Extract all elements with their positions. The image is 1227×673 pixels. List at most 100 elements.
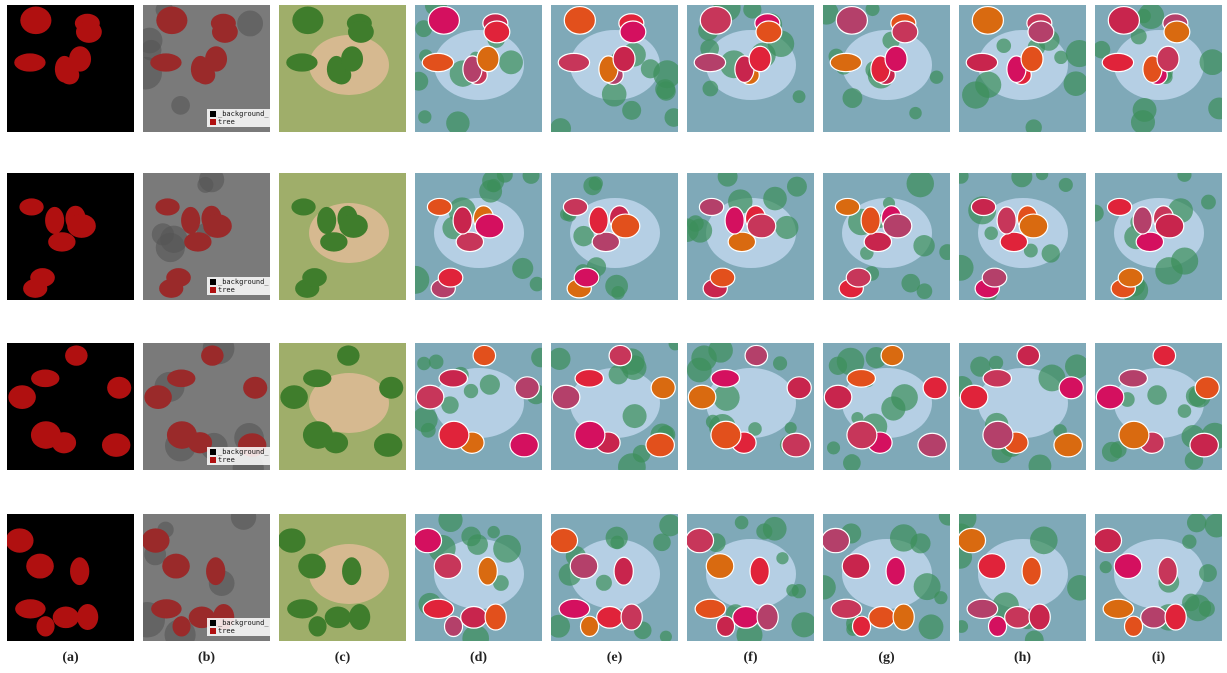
tree xyxy=(212,21,238,43)
tree-mask xyxy=(1119,421,1149,449)
tree-mask xyxy=(551,528,578,552)
tree xyxy=(167,370,195,388)
tree-mask xyxy=(1164,21,1190,43)
tree-mask xyxy=(620,21,646,43)
vegetation xyxy=(891,384,918,411)
tree xyxy=(206,557,225,585)
tree-mask xyxy=(1017,345,1040,365)
tree-mask xyxy=(716,616,734,636)
tree xyxy=(302,268,327,287)
tree xyxy=(349,604,370,630)
vegetation xyxy=(890,524,917,551)
tree-mask xyxy=(1029,604,1050,630)
tree-mask xyxy=(918,433,946,457)
legend-swatch xyxy=(210,628,216,634)
vegetation xyxy=(713,384,739,410)
tree-mask xyxy=(614,557,633,585)
tree-mask xyxy=(1028,21,1054,43)
tree-mask xyxy=(1103,599,1134,618)
vegetation xyxy=(1030,527,1058,555)
tree-mask xyxy=(1133,207,1152,234)
vegetation xyxy=(653,534,671,552)
image-tile xyxy=(823,5,950,132)
vegetation xyxy=(602,82,627,107)
vegetation xyxy=(775,216,798,239)
tree xyxy=(320,232,347,251)
tree-mask xyxy=(427,198,451,215)
tree xyxy=(298,554,326,579)
tree-mask xyxy=(439,421,469,449)
tree-mask xyxy=(485,604,506,630)
tree-mask xyxy=(983,370,1011,388)
vegetation xyxy=(1155,257,1182,284)
tree-mask xyxy=(892,21,918,43)
tree xyxy=(162,554,190,579)
tree xyxy=(203,214,232,238)
legend-swatch xyxy=(210,111,216,117)
vegetation xyxy=(623,404,647,428)
tree-mask xyxy=(725,207,744,234)
vegetation xyxy=(763,187,787,211)
legend-entry: _background_ xyxy=(210,278,269,286)
legend-label: tree xyxy=(218,118,235,126)
column-label: (g) xyxy=(823,650,950,666)
vegetation xyxy=(1178,404,1192,418)
tree-mask xyxy=(621,604,642,630)
tree xyxy=(166,268,191,287)
tree-mask xyxy=(575,370,603,388)
tree-mask xyxy=(836,7,867,35)
tree-mask xyxy=(967,599,998,618)
tree-mask xyxy=(423,599,454,618)
image-tile xyxy=(415,343,542,470)
tree-mask xyxy=(558,53,589,71)
tree-mask xyxy=(869,607,895,629)
vegetation xyxy=(763,517,787,541)
image-tile xyxy=(959,173,1086,300)
tree-mask xyxy=(1190,433,1218,457)
tree-mask xyxy=(461,607,487,629)
tree-mask xyxy=(1005,607,1031,629)
vegetation xyxy=(583,177,602,196)
tree-mask xyxy=(1108,7,1139,35)
vegetation xyxy=(480,375,500,395)
tree-mask xyxy=(700,7,731,35)
image-tile xyxy=(687,5,814,132)
tree-mask xyxy=(484,21,510,43)
tree xyxy=(67,214,96,238)
tree-mask xyxy=(983,421,1013,449)
image-tile xyxy=(551,5,678,132)
tree-mask xyxy=(564,7,595,35)
vegetation xyxy=(605,275,628,298)
legend-label: _background_ xyxy=(218,448,269,456)
tree-mask xyxy=(750,557,769,585)
image-tile xyxy=(415,5,542,132)
image-tile xyxy=(551,173,678,300)
tree-mask xyxy=(1195,377,1219,399)
tree-mask xyxy=(847,370,875,388)
image-tile xyxy=(7,5,134,132)
vegetation xyxy=(793,90,806,103)
tree xyxy=(76,21,102,43)
tree xyxy=(77,604,98,630)
image-tile xyxy=(959,514,1086,641)
tree-mask xyxy=(1124,616,1142,636)
tree-mask xyxy=(611,214,640,238)
tree xyxy=(144,385,172,409)
image-tile xyxy=(279,5,406,132)
tree xyxy=(167,421,197,449)
tree xyxy=(150,53,181,71)
vegetation xyxy=(1199,564,1217,582)
legend-swatch xyxy=(210,449,216,455)
vegetation xyxy=(1054,51,1067,64)
tree xyxy=(342,557,361,585)
image-tile xyxy=(687,343,814,470)
vegetation xyxy=(606,527,628,549)
vegetation xyxy=(512,258,533,279)
image-tile xyxy=(687,173,814,300)
image-tile xyxy=(1095,173,1222,300)
legend-entry: _background_ xyxy=(210,619,269,627)
tree-mask xyxy=(847,421,877,449)
tree-mask xyxy=(646,433,674,457)
vegetation xyxy=(622,101,641,120)
tree-mask xyxy=(1059,377,1083,399)
